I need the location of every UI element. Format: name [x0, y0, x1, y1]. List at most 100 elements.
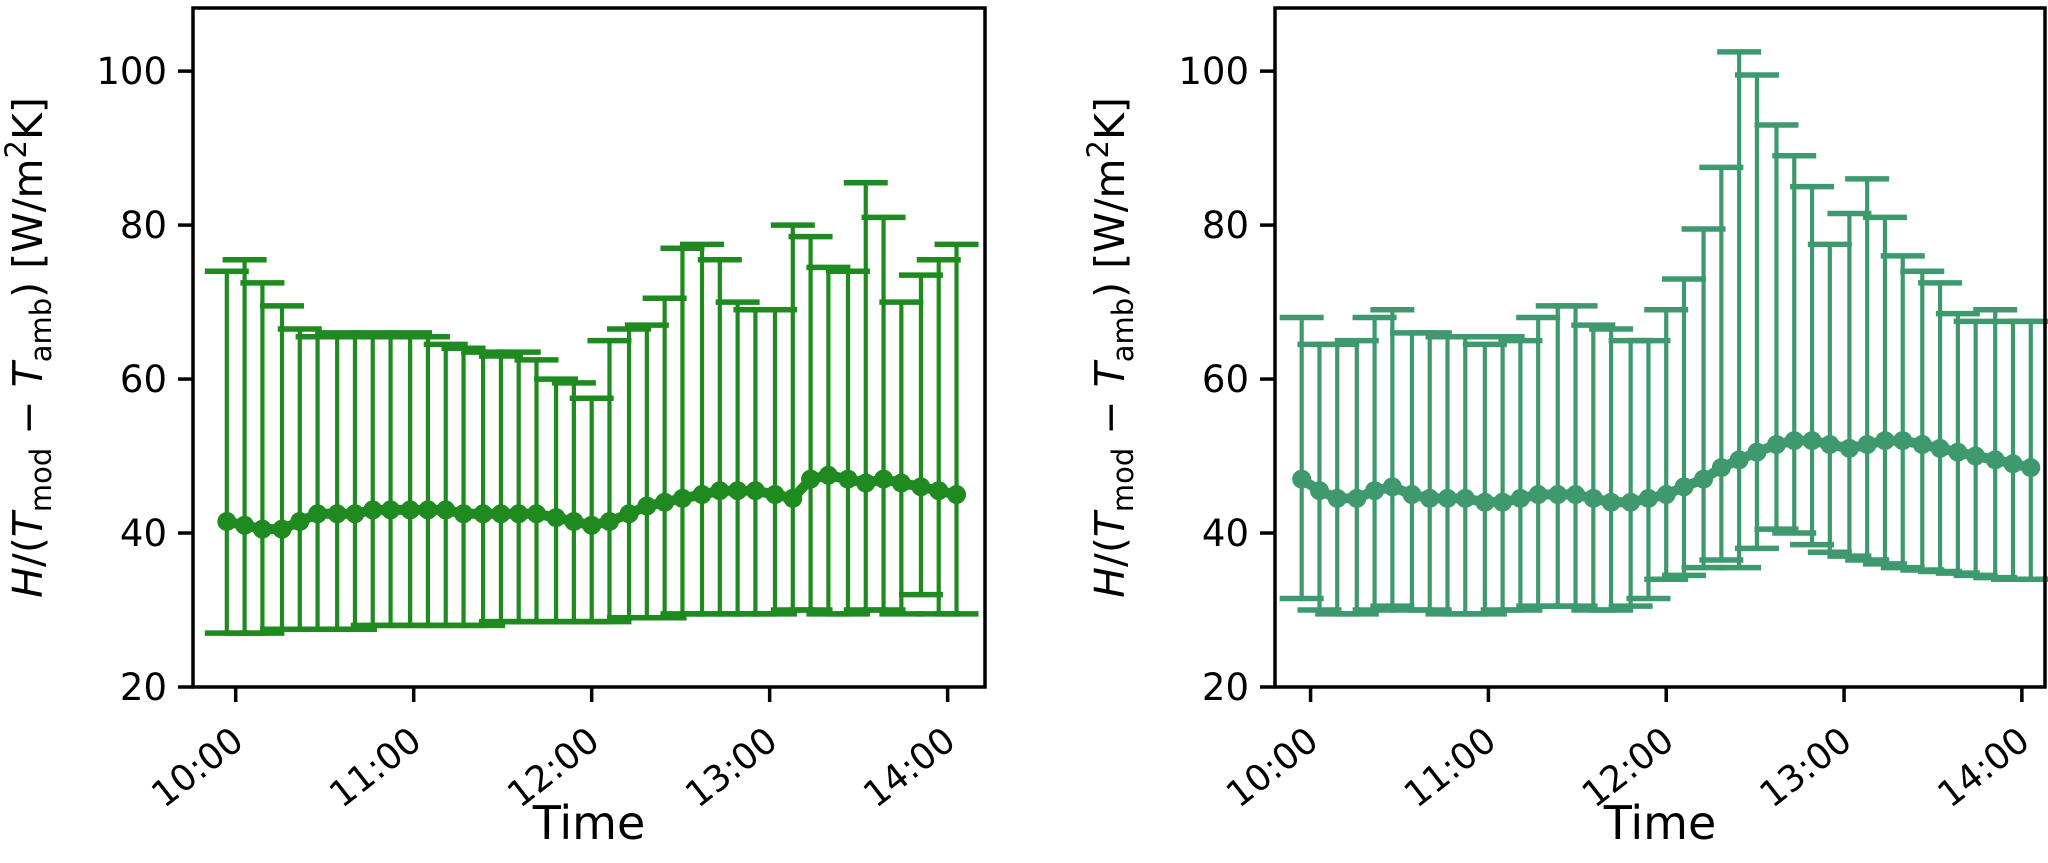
mean-marker: [1747, 442, 1767, 462]
mean-marker: [1420, 488, 1440, 508]
mean-marker: [235, 515, 255, 535]
mean-marker: [1475, 492, 1495, 512]
mean-marker: [1455, 488, 1475, 508]
mean-marker: [1347, 488, 1367, 508]
mean-marker: [473, 504, 493, 524]
mean-marker: [308, 504, 328, 524]
y-tick-label: 20: [1202, 666, 1249, 709]
errorbar-series: [1279, 49, 2048, 617]
mean-marker: [1912, 435, 1932, 454]
mean-markers: [217, 465, 967, 539]
y-tick-label: 80: [120, 204, 167, 247]
mean-marker: [856, 473, 876, 493]
y-tick-label: 40: [120, 512, 167, 555]
y-tick-label: 80: [1202, 204, 1249, 247]
x-axis-label: Time: [532, 796, 646, 850]
mean-marker: [783, 488, 803, 508]
mean-marker: [801, 469, 821, 489]
x-axis-label: Time: [1603, 796, 1717, 850]
x-tick-label: 10:00: [1219, 720, 1326, 816]
mean-marker: [1820, 435, 1840, 454]
mean-marker: [1365, 481, 1385, 501]
mean-marker: [911, 477, 931, 497]
subplot-left: 10:00 11:00 12:00 13:00 14:0020406080100Time…: [0, 6, 987, 850]
mean-marker: [1601, 492, 1621, 512]
mean-marker: [1493, 492, 1513, 512]
mean-marker: [1292, 469, 1312, 489]
mean-marker: [1638, 488, 1658, 508]
x-tick-label: 11:00: [322, 720, 429, 816]
mean-marker: [1621, 492, 1641, 512]
mean-marker: [619, 504, 639, 524]
mean-markers: [1292, 431, 2041, 512]
mean-marker: [1839, 438, 1859, 458]
mean-marker: [818, 465, 838, 485]
mean-marker: [947, 485, 967, 505]
mean-marker: [1802, 431, 1822, 451]
x-tick-label: 13:00: [678, 720, 785, 816]
mean-marker: [2021, 458, 2041, 478]
mean-marker: [765, 485, 785, 505]
mean-marker: [381, 500, 401, 520]
plot-frame: [191, 6, 987, 689]
mean-marker: [599, 511, 619, 531]
y-axis-label: H/(Tmod − Tamb) [W/m2K]: [0, 97, 58, 598]
y-tick-label: 100: [1178, 50, 1249, 93]
mean-marker: [2003, 454, 2023, 474]
mean-marker: [1382, 477, 1402, 497]
y-tick-label: 60: [120, 358, 167, 401]
mean-marker: [327, 504, 347, 524]
mean-marker: [1309, 481, 1329, 501]
mean-marker: [436, 500, 456, 520]
mean-marker: [1583, 488, 1603, 508]
x-tick-label: 14:00: [856, 720, 963, 816]
mean-marker: [1437, 488, 1457, 508]
y-tick-label: 100: [96, 50, 167, 93]
x-tick-label: 14:00: [1930, 720, 2037, 816]
y-tick-label: 40: [1202, 512, 1249, 555]
mean-marker: [526, 504, 546, 524]
mean-marker: [728, 481, 748, 501]
x-tick-label: 13:00: [1753, 720, 1860, 816]
mean-marker: [217, 511, 237, 531]
mean-marker: [418, 500, 438, 520]
mean-marker: [710, 481, 730, 501]
mean-marker: [692, 485, 712, 505]
mean-marker: [252, 519, 272, 539]
mean-marker: [838, 469, 858, 489]
subplot-right: 10:00 11:00 12:00 13:00 14:0020406080100Time…: [1081, 6, 2048, 850]
mean-marker: [874, 469, 894, 489]
mean-marker: [1711, 458, 1731, 478]
x-tick-label: 11:00: [1397, 720, 1504, 816]
mean-marker: [1948, 442, 1968, 462]
mean-marker: [1857, 435, 1877, 454]
plot-frame: [1273, 6, 2047, 689]
mean-marker: [929, 481, 949, 501]
mean-marker: [1566, 485, 1586, 505]
y-axis-label: H/(Tmod − Tamb) [W/m2K]: [1081, 97, 1140, 598]
mean-marker: [454, 504, 474, 524]
y-tick-label: 20: [120, 666, 167, 709]
y-tick-label: 60: [1202, 358, 1249, 401]
mean-marker: [491, 504, 511, 524]
mean-marker: [1766, 435, 1786, 454]
mean-marker: [290, 511, 310, 531]
mean-marker: [655, 492, 675, 512]
x-tick-label: 10:00: [144, 720, 251, 816]
mean-marker: [345, 504, 365, 524]
mean-marker: [672, 488, 692, 508]
mean-marker: [1966, 446, 1986, 466]
mean-marker: [1694, 469, 1714, 489]
mean-marker: [1402, 485, 1422, 505]
mean-marker: [745, 481, 765, 501]
mean-marker: [1893, 431, 1913, 451]
mean-marker: [1528, 485, 1548, 505]
mean-marker: [1729, 450, 1749, 470]
mean-marker: [582, 515, 602, 535]
mean-marker: [564, 511, 584, 531]
mean-marker: [1985, 450, 2005, 470]
mean-marker: [637, 496, 657, 516]
mean-marker: [272, 519, 292, 539]
